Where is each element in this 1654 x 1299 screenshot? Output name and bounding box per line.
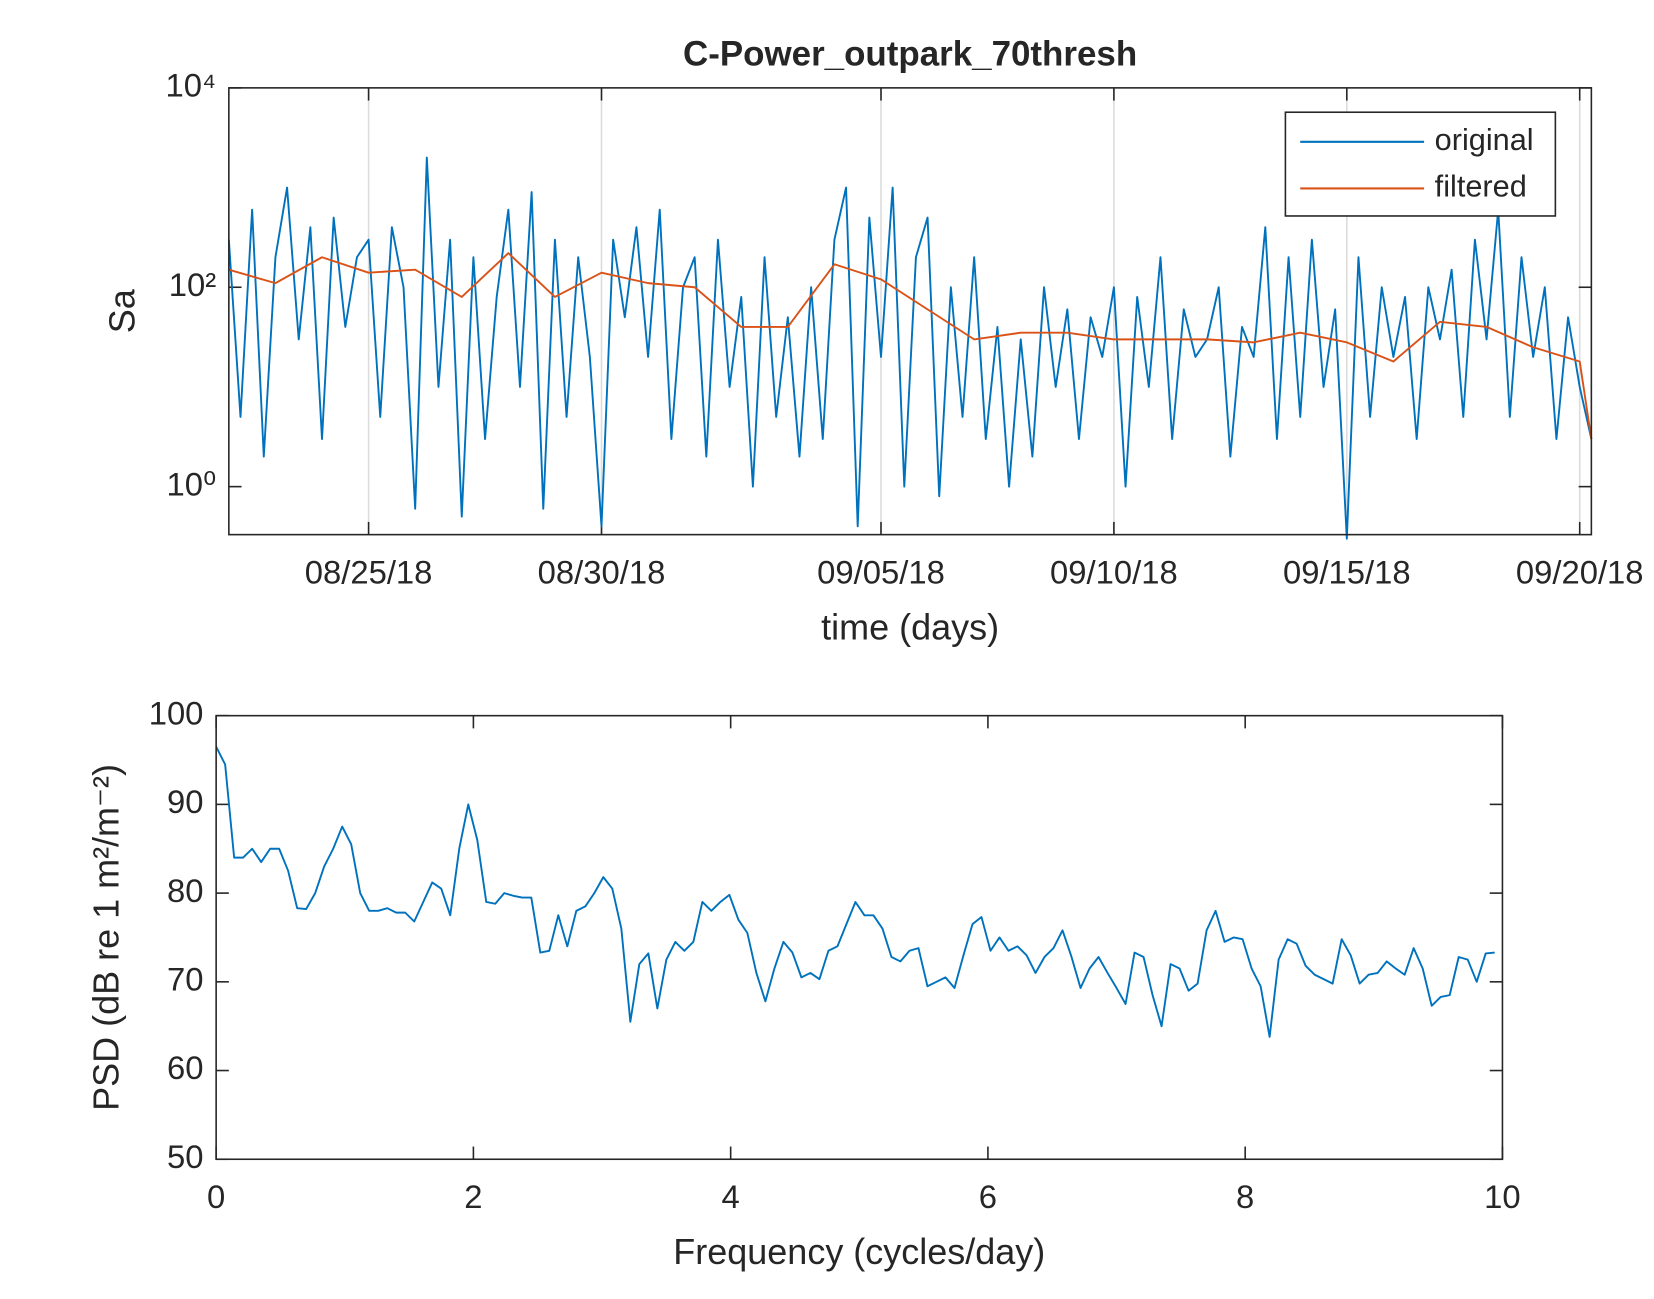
x-tick-label: 09/15/18 [1283,554,1411,591]
series-line [227,156,1593,540]
x-tick-label: 08/30/18 [538,554,666,591]
x-tick-label: 10 [1484,1178,1520,1215]
legend-label: original [1435,122,1534,157]
y-tick-label: 100 [149,694,204,731]
series-line [228,252,1593,440]
axes: 0 2 4 6 8 10 50 60 70 80 90 100 Frequency (cycles/da… [86,694,1521,1272]
chart-title: C-Power_outpark_70thresh [683,34,1137,73]
y-tick-label: 90 [167,783,203,820]
legend-box [1284,111,1557,217]
y-tick-label: 60 [167,1049,203,1086]
x-tick-label: 4 [722,1178,740,1215]
y-tick-label: 10⁴ [166,67,217,104]
y-tick-label: 70 [167,960,203,997]
series-line [215,746,1495,1038]
x-tick-label: 09/20/18 [1516,554,1644,591]
x-tick-label: 08/25/18 [305,554,433,591]
x-axis-label: Frequency (cycles/day) [673,1231,1045,1272]
axes-box [215,714,1504,1161]
x-tick-label: 09/10/18 [1050,554,1178,591]
y-tick-label: 10² [169,266,216,303]
axes-box [228,87,1593,536]
y-tick-label: 50 [167,1138,203,1175]
y-tick-label: 10⁰ [167,465,217,502]
y-axis-label: PSD (dB re 1 m²/m⁻²) [86,764,127,1111]
x-tick-label: 8 [1236,1178,1254,1215]
x-tick-label: 09/05/18 [817,554,945,591]
y-axis-label: Sa [102,288,143,333]
x-tick-label: 0 [207,1178,225,1215]
x-axis-label: time (days) [821,606,999,647]
legend: original filtered [1284,111,1557,217]
y-tick-label: 80 [167,872,203,909]
legend-label: filtered [1435,169,1527,204]
x-tick-label: 2 [464,1178,482,1215]
plot-area [216,715,1503,1160]
x-tick-label: 6 [979,1178,997,1215]
